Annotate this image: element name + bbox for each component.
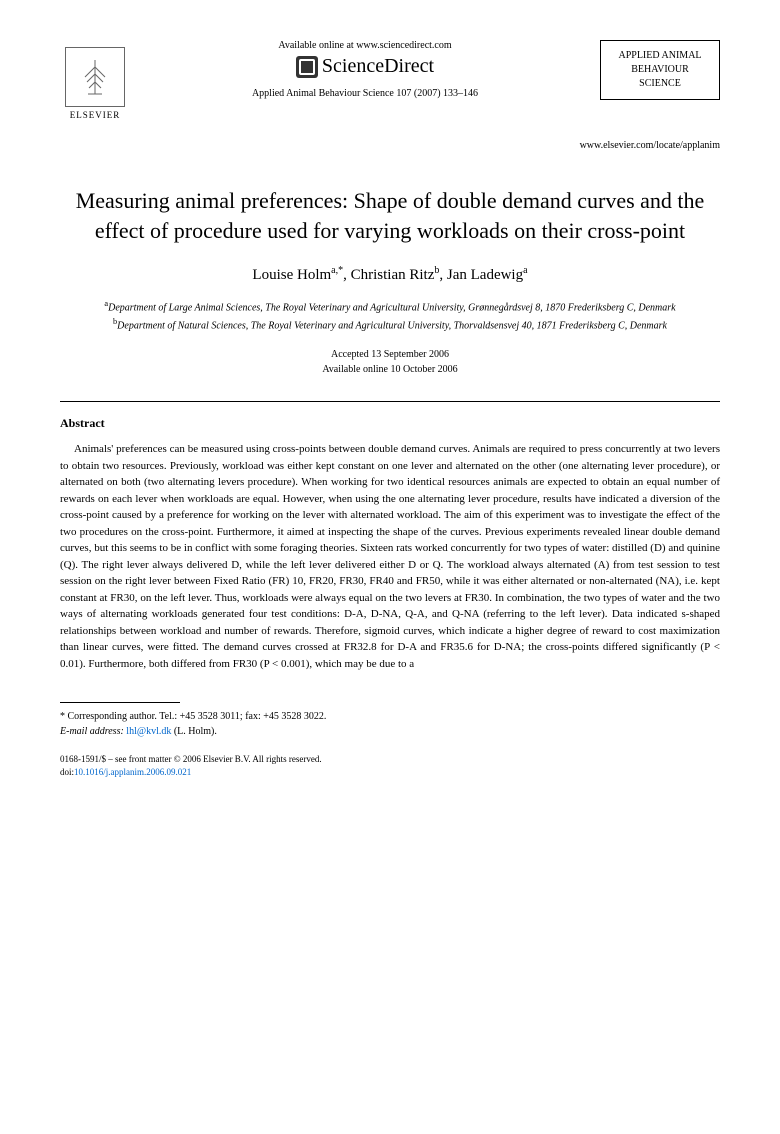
- locate-url[interactable]: www.elsevier.com/locate/applanim: [60, 140, 720, 151]
- center-header: Available online at www.sciencedirect.co…: [130, 40, 600, 99]
- authors-line: Louise Holma,*, Christian Ritzb, Jan Lad…: [60, 265, 720, 284]
- available-online-text: Available online at www.sciencedirect.co…: [145, 40, 585, 51]
- author-name: Louise Holm: [252, 267, 331, 283]
- author-affil-mark: a: [523, 265, 527, 276]
- affiliations: aDepartment of Large Animal Sciences, Th…: [60, 298, 720, 333]
- corresponding-footnote: * Corresponding author. Tel.: +45 3528 3…: [60, 709, 720, 739]
- accepted-date: Accepted 13 September 2006: [60, 347, 720, 362]
- journal-reference: Applied Animal Behaviour Science 107 (20…: [145, 88, 585, 99]
- journal-title-box: APPLIED ANIMAL BEHAVIOUR SCIENCE: [600, 40, 720, 100]
- email-line: E-mail address: lhl@kvl.dk (L. Holm).: [60, 724, 720, 739]
- article-dates: Accepted 13 September 2006 Available onl…: [60, 347, 720, 377]
- issn-text: 0168-1591/$ – see front matter: [60, 754, 171, 764]
- article-title: Measuring animal preferences: Shape of d…: [60, 186, 720, 245]
- elsevier-tree-icon: [65, 47, 125, 107]
- section-divider: [60, 401, 720, 402]
- copyright-block: 0168-1591/$ – see front matter © 2006 El…: [60, 753, 720, 778]
- abstract-heading: Abstract: [60, 416, 720, 431]
- affiliation-text: Department of Large Animal Sciences, The…: [108, 303, 676, 314]
- corresponding-author: * Corresponding author. Tel.: +45 3528 3…: [60, 709, 720, 724]
- abstract-body: Animals' preferences can be measured usi…: [60, 441, 720, 672]
- sciencedirect-icon: [296, 56, 318, 78]
- doi-label: doi:: [60, 767, 74, 777]
- journal-box-line: BEHAVIOUR: [607, 63, 713, 77]
- sciencedirect-text: ScienceDirect: [322, 55, 434, 78]
- author-name: Christian Ritz: [351, 267, 435, 283]
- sciencedirect-logo: ScienceDirect: [145, 55, 585, 78]
- online-date: Available online 10 October 2006: [60, 362, 720, 377]
- email-author: (L. Holm).: [174, 726, 217, 737]
- footnote-divider: [60, 702, 180, 703]
- header-row: ELSEVIER Available online at www.science…: [60, 40, 720, 120]
- rights-text: © 2006 Elsevier B.V. All rights reserved…: [174, 754, 322, 764]
- email-address[interactable]: lhl@kvl.dk: [126, 726, 171, 737]
- affiliation-text: Department of Natural Sciences, The Roya…: [117, 320, 667, 331]
- elsevier-label: ELSEVIER: [70, 110, 121, 120]
- elsevier-logo: ELSEVIER: [60, 40, 130, 120]
- author-affil-mark: a,*: [331, 265, 343, 276]
- author-affil-mark: b: [434, 265, 439, 276]
- doi-link[interactable]: 10.1016/j.applanim.2006.09.021: [74, 767, 191, 777]
- journal-box-line: APPLIED ANIMAL: [607, 49, 713, 63]
- email-label: E-mail address:: [60, 726, 124, 737]
- author-name: Jan Ladewig: [447, 267, 523, 283]
- journal-box-line: SCIENCE: [607, 77, 713, 91]
